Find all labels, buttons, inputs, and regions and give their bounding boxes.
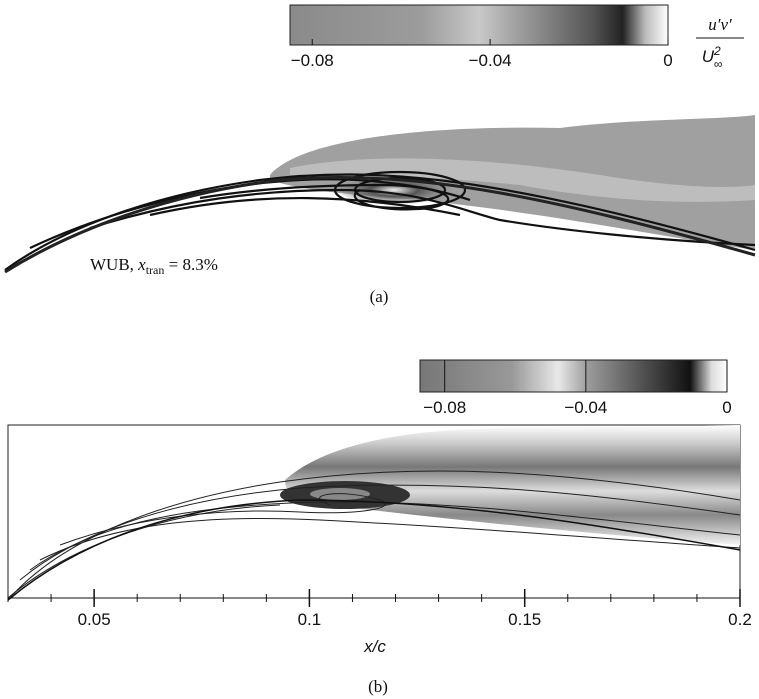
annotation-text: WUB, bbox=[90, 255, 138, 274]
caption: (b) bbox=[368, 677, 388, 696]
caption: (a) bbox=[370, 287, 389, 306]
colorbar-label-denominator: U2∞ bbox=[702, 44, 723, 71]
colorbar-tick-label: −0.08 bbox=[291, 51, 334, 70]
annotation: WUB, xtran = 8.3% bbox=[90, 255, 218, 277]
x-tick-label: 0.05 bbox=[78, 610, 111, 629]
colorbar bbox=[420, 360, 727, 392]
x-tick-label: 0.15 bbox=[508, 610, 541, 629]
colorbar bbox=[290, 5, 668, 45]
x-tick-label: 0.2 bbox=[728, 610, 752, 629]
colorbar-tick-label: −0.08 bbox=[423, 398, 466, 417]
colorbar-tick-label: 0 bbox=[663, 51, 672, 70]
colorbar-tick-label: 0 bbox=[722, 398, 731, 417]
subscript: ∞ bbox=[714, 57, 723, 71]
superscript: 2 bbox=[713, 44, 721, 58]
annotation-subscript: tran bbox=[146, 263, 165, 277]
colorbar-tick-label: −0.04 bbox=[564, 398, 607, 417]
x-axis-label: x/c bbox=[363, 637, 386, 656]
panel-b: −0.08 −0.04 0 0.05 0.1 0.15 0.2 x/c (b) bbox=[8, 360, 752, 696]
x-tick-label: 0.1 bbox=[298, 610, 322, 629]
annotation-rest: = 8.3% bbox=[164, 255, 218, 274]
figure: −0.08 −0.04 0 u′v′ U2∞ WUB, xtran = 8.3% (… bbox=[0, 0, 759, 699]
colorbar-label-numerator: u′v′ bbox=[708, 15, 732, 34]
colorbar-tick-label: −0.04 bbox=[469, 51, 512, 70]
panel-a: −0.08 −0.04 0 u′v′ U2∞ WUB, xtran = 8.3% (… bbox=[5, 5, 755, 306]
